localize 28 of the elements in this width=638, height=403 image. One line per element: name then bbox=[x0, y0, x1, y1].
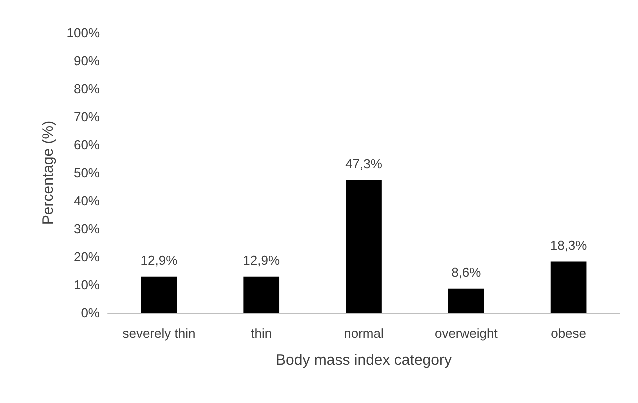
y-tick-label: 100% bbox=[66, 26, 100, 40]
y-tick-label: 20% bbox=[74, 250, 100, 264]
y-tick-label: 10% bbox=[74, 278, 100, 292]
x-tick-label: thin bbox=[251, 326, 272, 341]
data-label: 8,6% bbox=[452, 264, 482, 280]
y-tick-label: 30% bbox=[74, 222, 100, 236]
y-tick-label: 40% bbox=[74, 194, 100, 208]
bar bbox=[346, 180, 382, 313]
data-label: 18,3% bbox=[550, 238, 588, 253]
bar bbox=[448, 288, 484, 313]
x-tick-label: overweight bbox=[434, 326, 498, 341]
x-tick-label: normal bbox=[344, 326, 384, 341]
y-tick-label: 50% bbox=[74, 166, 100, 180]
y-tick-label: 60% bbox=[74, 138, 100, 152]
y-tick-label: 80% bbox=[74, 82, 100, 96]
x-axis-title: Body mass index category bbox=[276, 352, 452, 369]
bar bbox=[550, 262, 587, 313]
data-label: 12,9% bbox=[140, 252, 178, 268]
data-label: 47,3% bbox=[346, 156, 383, 172]
y-axis-title: Percentage (%) bbox=[40, 120, 57, 226]
y-tick-label: 90% bbox=[74, 54, 100, 68]
x-tick-label: severely thin bbox=[122, 326, 196, 341]
y-tick-label: 0% bbox=[81, 306, 100, 320]
data-label: 12,9% bbox=[243, 252, 280, 268]
x-tick-label: obese bbox=[551, 326, 587, 341]
bar bbox=[244, 276, 280, 313]
bar bbox=[141, 276, 178, 313]
y-tick-label: 70% bbox=[74, 110, 100, 124]
